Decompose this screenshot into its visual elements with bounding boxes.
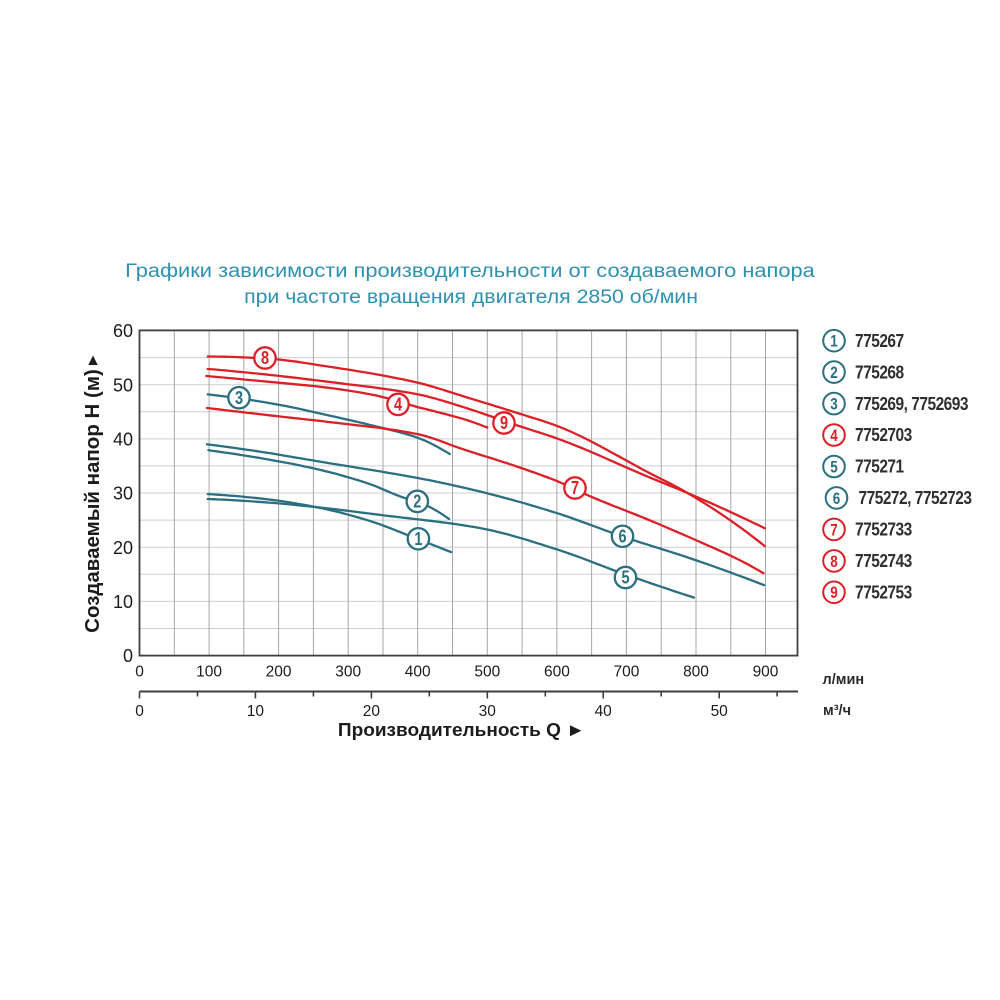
svg-text:700: 700	[613, 664, 639, 681]
svg-text:775268: 775268	[855, 361, 905, 383]
svg-text:50: 50	[113, 375, 133, 395]
svg-text:1: 1	[414, 529, 422, 549]
svg-text:20: 20	[113, 538, 133, 558]
svg-text:4: 4	[830, 427, 838, 446]
svg-text:2: 2	[830, 364, 838, 383]
svg-text:Создаваемый напор Н (м): Создаваемый напор Н (м)	[81, 369, 104, 633]
svg-text:10: 10	[113, 592, 133, 612]
svg-text:9: 9	[500, 414, 508, 434]
svg-text:60: 60	[113, 321, 133, 341]
svg-text:7752743: 7752743	[855, 550, 912, 572]
svg-text:20: 20	[363, 703, 381, 720]
svg-text:8: 8	[830, 553, 838, 572]
svg-text:800: 800	[683, 664, 709, 681]
svg-text:10: 10	[247, 703, 265, 720]
svg-text:2: 2	[413, 492, 421, 512]
svg-text:0: 0	[135, 703, 144, 720]
svg-text:0: 0	[135, 664, 144, 681]
svg-text:при частоте вращения двигателя: при частоте вращения двигателя 2850 об/м…	[244, 287, 698, 308]
svg-text:3: 3	[235, 388, 243, 408]
svg-text:500: 500	[474, 664, 500, 681]
svg-text:м³/ч: м³/ч	[823, 703, 851, 719]
svg-text:1: 1	[830, 332, 838, 351]
svg-text:7752733: 7752733	[855, 518, 912, 540]
svg-text:600: 600	[544, 664, 570, 681]
svg-text:6: 6	[618, 527, 626, 547]
svg-text:775269, 7752693: 775269, 7752693	[855, 392, 968, 414]
svg-text:7: 7	[571, 479, 579, 499]
svg-text:4: 4	[394, 395, 403, 415]
svg-text:Производительность Q ►: Производительность Q ►	[338, 719, 585, 740]
svg-text:30: 30	[113, 484, 133, 504]
svg-text:30: 30	[479, 703, 497, 720]
svg-text:9: 9	[830, 584, 838, 603]
svg-text:5: 5	[830, 458, 838, 477]
svg-text:100: 100	[196, 664, 222, 681]
svg-text:6: 6	[833, 490, 841, 509]
svg-text:л/мин: л/мин	[823, 672, 865, 688]
svg-text:7752753: 7752753	[855, 581, 912, 603]
svg-text:0: 0	[123, 646, 133, 666]
svg-text:200: 200	[266, 664, 292, 681]
svg-text:775267: 775267	[855, 329, 904, 351]
svg-text:5: 5	[621, 568, 629, 588]
svg-text:50: 50	[711, 703, 729, 720]
svg-text:40: 40	[595, 703, 613, 720]
svg-text:300: 300	[335, 664, 361, 681]
svg-text:7: 7	[830, 521, 838, 540]
svg-text:8: 8	[261, 349, 269, 369]
svg-text:7752703: 7752703	[855, 424, 912, 446]
svg-text:775271: 775271	[855, 455, 905, 477]
svg-text:900: 900	[753, 664, 779, 681]
svg-text:3: 3	[830, 395, 838, 414]
svg-text:40: 40	[113, 430, 133, 450]
svg-text:775272, 7752723: 775272, 7752723	[859, 487, 972, 509]
svg-text:400: 400	[405, 664, 431, 681]
svg-text:Графики зависимости производит: Графики зависимости производительности о…	[125, 260, 815, 281]
